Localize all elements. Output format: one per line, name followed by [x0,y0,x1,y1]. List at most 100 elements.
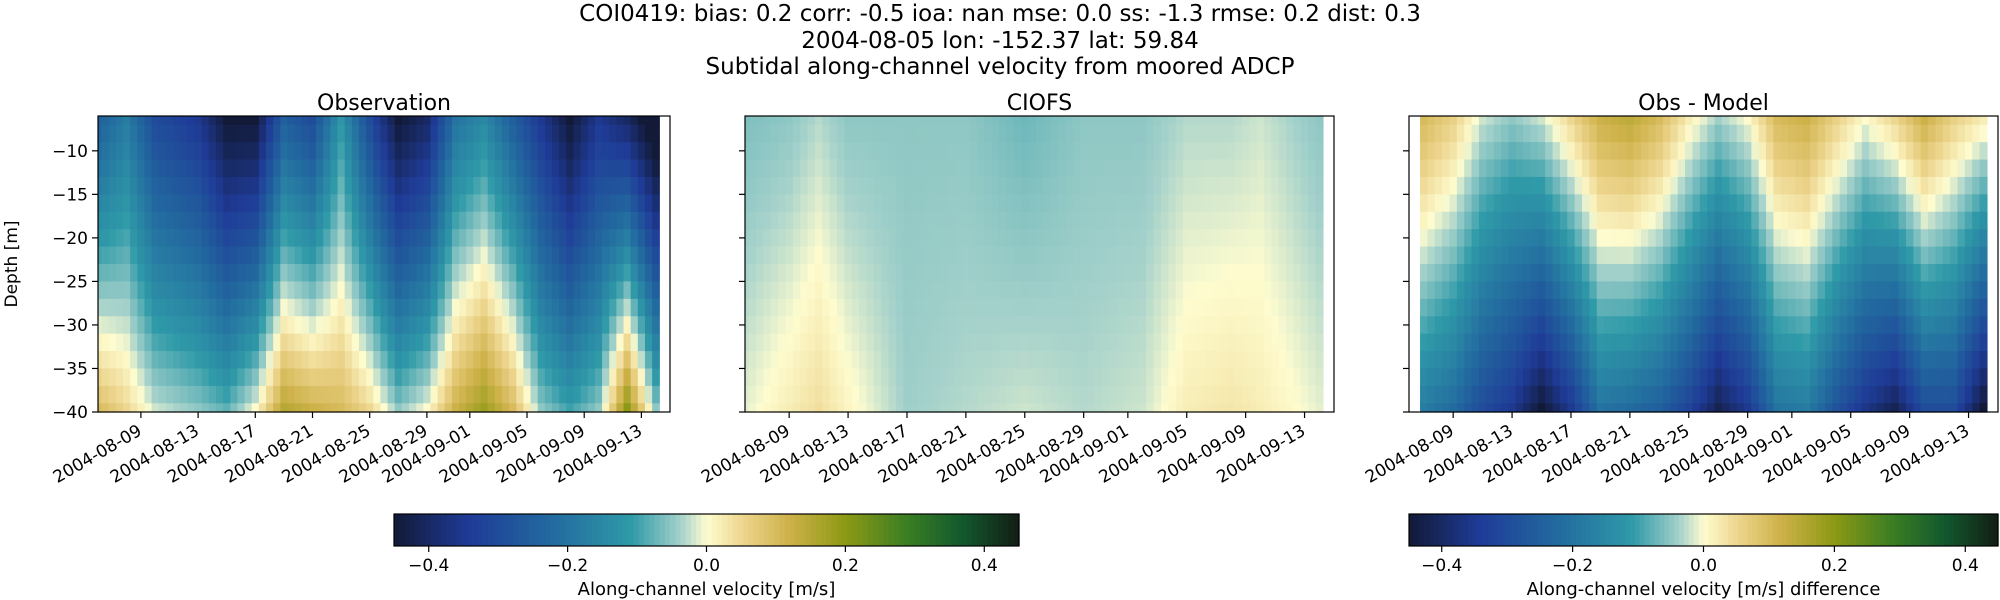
heatmap-cell [366,298,374,317]
heatmap-cell [387,211,396,230]
heatmap-cell [266,385,274,404]
heatmap-cell [1655,159,1664,178]
colorbar-segment [440,514,447,546]
heatmap-cell [1087,281,1096,300]
colorbar-segment [466,514,473,546]
heatmap-cell [487,211,496,230]
heatmap-cell [1168,333,1177,352]
heatmap-cell [770,211,779,230]
heatmap-cell [1942,176,1951,195]
heatmap-cell [437,124,446,143]
heatmap-cell [1072,368,1081,387]
heatmap-cell [895,281,904,300]
heatmap-cell [1256,211,1265,230]
heatmap-cell [814,264,823,283]
heatmap-cell [1714,116,1723,126]
heatmap-cell [194,159,203,178]
heatmap-cell [1905,194,1914,213]
heatmap-cell [108,281,117,300]
heatmap-cell [1227,385,1236,404]
heatmap-cell [778,229,787,248]
heatmap-cell [1839,116,1848,126]
heatmap-cell [344,298,353,317]
colorbar-segment [1875,514,1881,546]
heatmap-cell [1707,333,1716,352]
heatmap-cell [1434,333,1443,352]
heatmap-cell [280,116,289,126]
heatmap-cell [1928,246,1937,265]
heatmap-cell [1094,264,1103,283]
heatmap-cell [1545,368,1554,387]
heatmap-cell [969,298,978,317]
heatmap-cell [223,316,231,335]
heatmap-cell [180,281,188,300]
heatmap-cell [954,124,963,143]
heatmap-cell [1286,316,1295,335]
heatmap-cell [1928,281,1937,300]
heatmap-cell [1271,229,1280,248]
heatmap-cell [1523,298,1532,317]
heatmap-cell [1212,229,1221,248]
heatmap-cell [756,385,764,404]
heatmap-cell [1308,333,1317,352]
heatmap-cell [566,403,575,413]
heatmap-cell [1478,229,1487,248]
heatmap-cell [1501,368,1509,387]
heatmap-cell [1256,385,1265,404]
heatmap-cell [1183,246,1192,265]
heatmap-cell [366,246,374,265]
heatmap-cell [1751,124,1760,143]
heatmap-cell [130,368,138,387]
heatmap-cell [1050,264,1059,283]
heatmap-cell [430,316,439,335]
heatmap-cell [487,403,496,413]
heatmap-cell [1079,281,1088,300]
heatmap-cell [1087,229,1096,248]
heatmap-cell [523,281,532,300]
heatmap-cell [770,176,779,195]
heatmap-cell [1677,194,1686,213]
heatmap-cell [637,368,646,387]
heatmap-cell [101,298,110,317]
heatmap-cell [1501,333,1509,352]
colorbar-segment [1409,514,1415,546]
colorbar-segment [1615,514,1621,546]
heatmap-cell [1935,403,1944,413]
heatmap-cell [623,281,632,300]
heatmap-cell [1913,316,1922,335]
heatmap-cell [1315,333,1324,352]
heatmap-cell [1648,142,1657,161]
heatmap-cell [1920,298,1929,317]
heatmap-cell [800,403,809,413]
heatmap-cell [394,246,403,265]
heatmap-cell [151,194,160,213]
heatmap-cell [1079,385,1088,404]
heatmap-cell [1146,211,1155,230]
heatmap-cell [1212,281,1221,300]
heatmap-cell [1427,281,1436,300]
heatmap-cell [822,116,831,126]
heatmap-cell [115,333,124,352]
heatmap-cell [1942,159,1951,178]
heatmap-cell [351,368,360,387]
heatmap-cell [652,281,660,300]
heatmap-cell [494,159,503,178]
heatmap-cell [1670,211,1679,230]
heatmap-cell [208,211,217,230]
heatmap-cell [800,211,809,230]
heatmap-cell [1545,351,1554,370]
heatmap-cell [932,264,941,283]
panel-title: Observation [317,91,451,116]
heatmap-cell [822,368,831,387]
heatmap-cell [115,124,124,143]
heatmap-cell [1449,298,1458,317]
heatmap-cell [308,124,317,143]
heatmap-cell [1589,368,1598,387]
heatmap-cell [859,385,868,404]
heatmap-cell [151,385,160,404]
heatmap-cell [976,316,985,335]
y-tick-label: −35 [52,359,88,379]
heatmap-cell [1293,281,1302,300]
heatmap-cell [1758,264,1767,283]
heatmap-cell [1138,264,1147,283]
